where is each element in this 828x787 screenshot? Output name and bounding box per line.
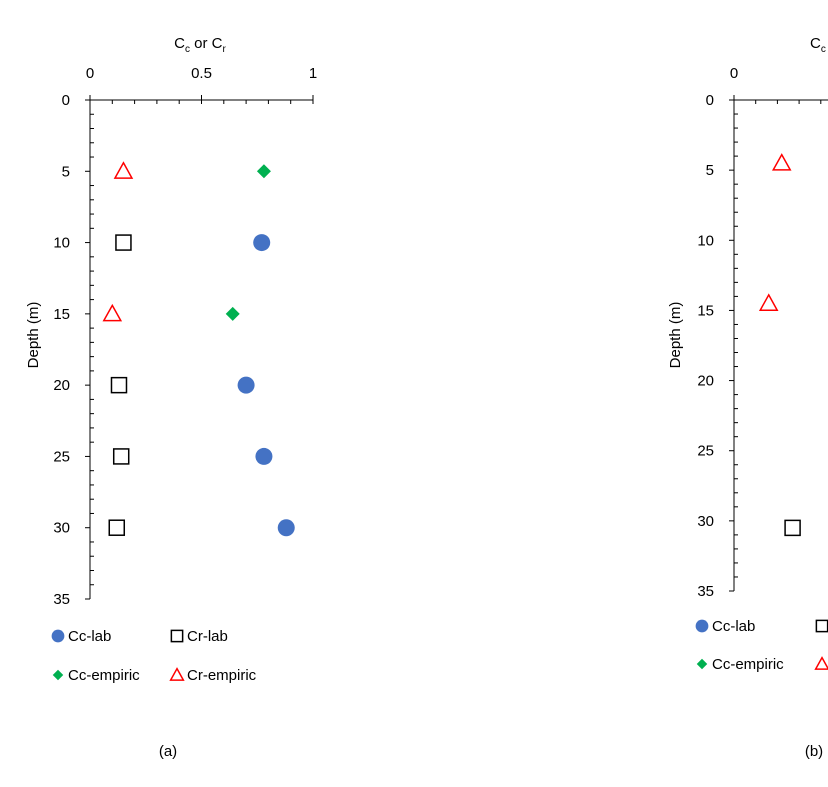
panel-a-y-axis-title: Depth (m) [25,302,42,369]
panel-a-legend-cr-empiric-marker [169,667,185,681]
panel-b-legend-cr-empiric-marker [814,656,828,670]
panel-a-cc-empiric-point [256,164,271,179]
panel-a-legend-cc-empiric-marker [52,669,64,681]
panel-a-x-axis-title: Cc or Cr [174,35,226,55]
panel-a-cc-lab-point [255,447,273,465]
panel-a-cc-empiric-point [225,306,240,321]
panel-a-y-tick-label: 20 [53,377,70,394]
panel-b-label: (b) [805,743,823,760]
panel-a-legend-cc-lab-marker [51,629,65,643]
panel-b-chart: Cc Depth (m) 00.505101520253035 Cc-labCc… [667,35,828,760]
panel-b-y-tick-label: 30 [697,513,714,530]
panel-b-y-tick-label: 0 [706,92,714,109]
panel-b-x-axis-title: Cc [810,35,826,55]
panel-b-legend: Cc-lab Cc-empiric [695,618,828,673]
panel-b-legend-cc-lab-label: Cc-lab [712,618,755,635]
panel-b-x-tick-label: 0 [730,65,738,82]
panel-a-legend-cr-lab-label: Cr-lab [187,628,228,645]
panel-b-y-tick-label: 5 [706,162,714,179]
panel-a-y-tick-label: 30 [53,520,70,537]
panel-b-legend-cr-lab-marker [815,619,828,633]
panel-a-x-tick-label: 0 [86,65,94,82]
panel-a-cc-lab-point [277,519,295,537]
panel-b-y-tick-label: 15 [697,302,714,319]
panel-a-y-tick-label: 15 [53,306,70,323]
panel-a-cr-empiric-point [102,303,123,322]
panel-a-cr-lab-point [115,234,132,251]
panel-a-cr-lab-point [112,448,130,465]
panel-b-y-tick-label: 10 [697,232,714,249]
panel-a-cr-empiric-point [113,161,134,179]
panel-a-cr-lab-point [110,376,128,394]
panel-a-cc-lab-point [253,234,271,252]
panel-a-x-tick-label: 0.5 [191,65,212,82]
panel-b-legend-cc-empiric-label: Cc-empiric [712,656,784,673]
panel-b-legend-cc-empiric-marker [696,658,708,670]
panel-a-legend-cr-lab-marker [170,629,184,643]
panel-b-cr-lab-point [784,519,801,537]
panel-a-cr-lab-point [108,519,126,536]
panel-b-cr-empiric-point [771,153,792,171]
panel-b-y-axis-title: Depth (m) [667,302,684,369]
panel-b-y-tick-label: 35 [697,583,714,600]
panel-a-y-tick-label: 25 [53,448,70,465]
panel-b-legend-cc-lab-marker [695,619,709,633]
panel-a-legend: Cc-lab Cr-lab Cc-empiric Cr-empiric [51,628,257,684]
panel-a-x-tick-label: 1 [309,65,317,82]
panel-a-y-tick-label: 10 [53,235,70,252]
panel-b-y-tick-label: 25 [697,443,714,460]
panel-a-y-tick-label: 35 [53,591,70,608]
panel-a-legend-cr-empiric-label: Cr-empiric [187,667,257,684]
panel-a-y-tick-label: 0 [62,92,70,109]
panel-a-y-tick-label: 5 [62,163,70,180]
panel-a-cc-lab-point [237,376,255,394]
panel-b-y-tick-label: 20 [697,373,714,390]
panel-b-cr-empiric-point [758,293,779,311]
panel-a-legend-cc-lab-label: Cc-lab [68,628,111,645]
panel-a-label: (a) [159,743,177,760]
panel-a-legend-cc-empiric-label: Cc-empiric [68,667,140,684]
